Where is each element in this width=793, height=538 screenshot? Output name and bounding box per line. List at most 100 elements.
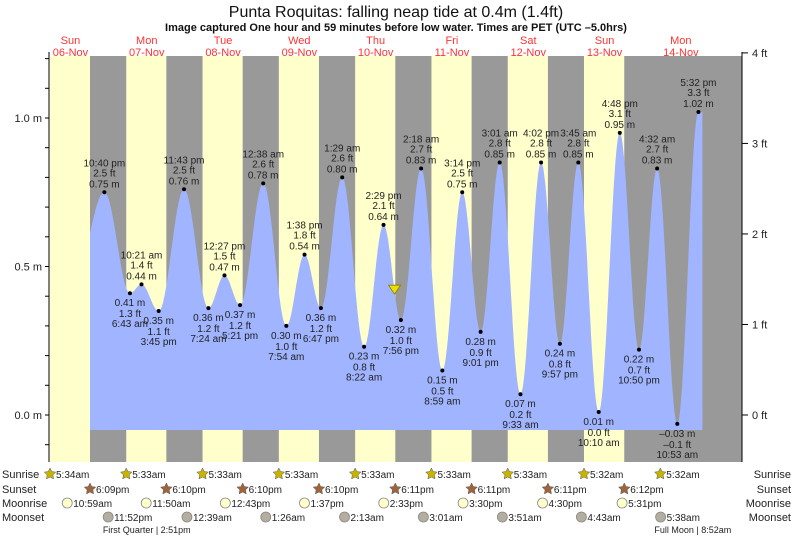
extreme-time: 10:53 am bbox=[656, 450, 698, 461]
sunset-time: 6:10pm bbox=[172, 485, 205, 496]
sunrise-time: 5:33am bbox=[437, 470, 470, 481]
extreme-m: 0.85 m bbox=[563, 150, 594, 161]
sunset-time: 6:11pm bbox=[401, 485, 434, 496]
extreme-time: 5:32 pm bbox=[680, 78, 716, 89]
extreme-time: 10:10 am bbox=[578, 438, 620, 449]
day-label-dow: Wed bbox=[288, 35, 310, 47]
extreme-point bbox=[102, 190, 107, 195]
sunrise-star-icon bbox=[425, 467, 438, 480]
extreme-time: 8:22 am bbox=[346, 373, 382, 384]
extreme-point bbox=[419, 166, 424, 171]
extreme-ft: 0.5 ft bbox=[431, 386, 453, 397]
extreme-m: 0.83 m bbox=[642, 155, 673, 166]
right-tick-label: 1 ft bbox=[752, 319, 767, 331]
sunset-time: 6:12pm bbox=[630, 485, 663, 496]
sunset-time: 6:11pm bbox=[478, 485, 511, 496]
extreme-ft: 1.5 ft bbox=[213, 251, 235, 262]
extreme-point bbox=[497, 160, 502, 165]
moonset-moon-icon bbox=[102, 511, 114, 523]
sunrise-time: 5:33am bbox=[132, 470, 165, 481]
extreme-time: 3:01 am bbox=[482, 129, 518, 140]
sunrise-star-icon bbox=[119, 467, 133, 480]
extreme-ft: 2.7 ft bbox=[646, 144, 668, 155]
moonrise-time: 4:30pm bbox=[549, 499, 582, 510]
moonrise-time: 3:30pm bbox=[469, 499, 502, 510]
extreme-time: 5:21 pm bbox=[222, 331, 258, 342]
extreme-time: 8:59 am bbox=[424, 396, 460, 407]
extreme-ft: 1.4 ft bbox=[130, 260, 152, 271]
left-tick-label: 1.0 m bbox=[14, 113, 42, 125]
row-label-sunset: Sunset bbox=[2, 484, 36, 496]
extreme-ft: 0.9 ft bbox=[469, 348, 491, 359]
tide-area bbox=[90, 112, 703, 430]
moonrise-moon-icon bbox=[61, 497, 73, 509]
extreme-point bbox=[284, 323, 289, 328]
extreme-m: 0.75 m bbox=[447, 179, 478, 190]
moonset-time: 4:43am bbox=[587, 513, 620, 524]
extreme-m: 0.85 m bbox=[526, 150, 557, 161]
moonset-moon-icon bbox=[181, 511, 193, 523]
extreme-point bbox=[696, 110, 701, 115]
sunrise-time: 5:34am bbox=[56, 470, 89, 481]
sunrise-star-icon bbox=[501, 467, 515, 480]
moonrise-moon-icon bbox=[537, 497, 548, 509]
day-label-dow: Sat bbox=[520, 35, 537, 47]
moonset-moon-icon bbox=[260, 511, 272, 523]
extreme-point bbox=[127, 291, 132, 296]
row-label-sunrise: Sunrise bbox=[2, 469, 39, 481]
sunset-time: 6:09pm bbox=[96, 485, 129, 496]
sunrise-star-icon bbox=[43, 467, 57, 480]
extreme-m: 0.28 m bbox=[465, 337, 496, 348]
extreme-m: 1.02 m bbox=[683, 99, 714, 110]
sunset-star-icon bbox=[618, 482, 631, 495]
extreme-point bbox=[440, 368, 445, 373]
extreme-m: 0.36 m bbox=[193, 313, 224, 324]
sunset-star-icon bbox=[160, 482, 173, 495]
extreme-time: 10:40 pm bbox=[84, 158, 126, 169]
moonset-time: 2:13am bbox=[351, 513, 384, 524]
extreme-ft: 1.2 ft bbox=[310, 324, 332, 335]
extreme-time: 9:33 am bbox=[502, 420, 538, 431]
moonrise-moon-icon bbox=[457, 497, 469, 509]
moonrise-moon-icon bbox=[299, 497, 310, 509]
extreme-m: 0.41 m bbox=[115, 298, 146, 309]
sunset-star-icon bbox=[83, 482, 97, 495]
moonset-moon-icon bbox=[417, 511, 429, 523]
extreme-point bbox=[181, 187, 186, 192]
extreme-time: 6:47 pm bbox=[303, 334, 339, 345]
extreme-labels: 10:40 pm2.5 ft0.75 m0.41 m1.3 ft6:43 am1… bbox=[84, 78, 717, 461]
extreme-time: 12:38 am bbox=[242, 149, 284, 160]
row-label-moonset: Moonset bbox=[2, 512, 44, 524]
extreme-time: 9:01 pm bbox=[463, 358, 499, 369]
current-tide-marker-icon bbox=[387, 284, 402, 295]
astro-rows: Sunrise Sunrise 5:34am 5:33am 5:33am 5:33am 5:… bbox=[2, 467, 791, 535]
sunset-star-icon bbox=[465, 482, 478, 495]
extreme-ft: 2.1 ft bbox=[372, 201, 394, 212]
extreme-point bbox=[222, 273, 227, 278]
extreme-m: 0.54 m bbox=[289, 242, 320, 253]
moonrise-time: 5:31pm bbox=[628, 499, 661, 510]
moonset-time: 3:51am bbox=[508, 513, 541, 524]
extreme-time: 4:02 pm bbox=[523, 129, 559, 140]
moonset-moon-icon bbox=[575, 511, 587, 523]
extreme-m: 0.64 m bbox=[368, 212, 399, 223]
extreme-ft: 3.1 ft bbox=[609, 109, 631, 120]
extreme-ft: 1.1 ft bbox=[148, 327, 170, 338]
day-band bbox=[50, 56, 91, 462]
extreme-ft: 2.6 ft bbox=[252, 159, 274, 170]
extreme-ft: 1.2 ft bbox=[197, 324, 219, 335]
extreme-time: 9:57 pm bbox=[542, 370, 578, 381]
extreme-point bbox=[617, 130, 622, 135]
moonrise-time: 11:50am bbox=[152, 499, 190, 510]
extreme-m: 0.30 m bbox=[271, 331, 302, 342]
day-label-dow: Mon bbox=[670, 35, 691, 47]
extreme-ft: 1.0 ft bbox=[390, 336, 412, 347]
sunrise-time: 5:33am bbox=[285, 470, 318, 481]
extreme-point bbox=[596, 410, 601, 415]
extreme-ft: 2.5 ft bbox=[173, 165, 195, 176]
sunrise-time: 5:32am bbox=[666, 470, 699, 481]
row-label-moonrise: Moonrise bbox=[2, 498, 47, 510]
extreme-ft: 1.8 ft bbox=[293, 231, 315, 242]
day-label-dow: Sun bbox=[595, 35, 615, 47]
